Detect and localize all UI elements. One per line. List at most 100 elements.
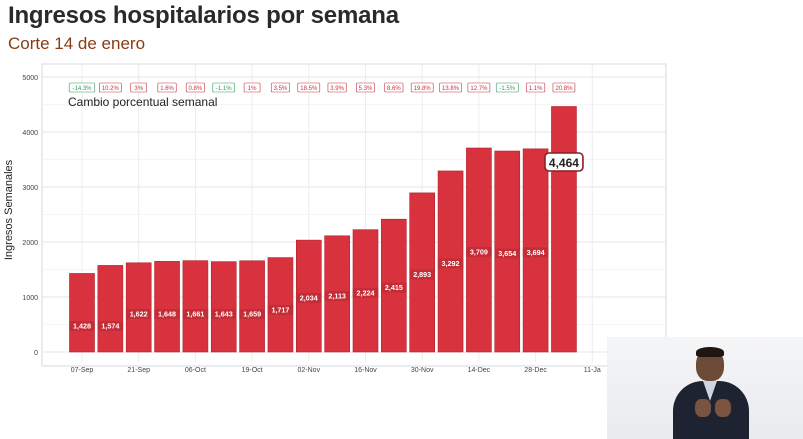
interpreter-hand-right <box>715 399 731 417</box>
pct-change-label: Cambio porcentual semanal <box>68 95 217 109</box>
x-tick-label: 16-Nov <box>354 367 377 374</box>
pct-change-box <box>355 82 375 93</box>
pct-change-value: 0.8% <box>189 86 203 92</box>
pct-change-value: 5.3% <box>359 86 373 92</box>
pct-change-box <box>212 82 236 93</box>
value-label: 3,292 <box>442 259 460 268</box>
pct-change-box <box>410 82 434 93</box>
value-label: 1,574 <box>101 322 119 331</box>
pct-change-box <box>467 82 491 93</box>
y-tick-label: 3000 <box>22 185 38 192</box>
pct-change-box <box>130 82 147 93</box>
y-axis: 0 1000 2000 3000 4000 5000 <box>22 75 38 357</box>
pct-change-value: 18.5% <box>300 86 318 92</box>
bar-chart: 0 1000 2000 3000 4000 5000 07-Sep 21-Sep 06-Oct… <box>3 63 667 374</box>
bar <box>69 273 95 353</box>
x-tick-label: 19-Oct <box>242 367 263 374</box>
value-label-box <box>211 309 237 319</box>
y-tick-label: 1000 <box>22 295 38 302</box>
bar <box>210 261 237 353</box>
value-label: 2,034 <box>300 294 318 303</box>
y-tick-label: 5000 <box>22 75 38 82</box>
pct-change-box <box>185 82 205 93</box>
bar <box>154 261 180 353</box>
value-labels: 1,428 1,574 1,622 1,648 1,661 1,643 1,659 1,717… <box>69 247 549 331</box>
pct-change-value: 1.1% <box>529 86 543 92</box>
value-label-box <box>466 247 492 258</box>
pct-change-box <box>270 82 290 93</box>
x-axis: 07-Sep 21-Sep 06-Oct 19-Oct 02-Nov 16-Nov 30-N… <box>71 367 601 374</box>
bar <box>97 265 124 353</box>
bar <box>551 106 577 353</box>
pct-change-value: -1.1% <box>216 86 232 92</box>
highlight-value: 4,464 <box>549 156 579 170</box>
value-label-box <box>182 309 209 319</box>
value-label-box <box>239 309 265 319</box>
x-tick-label: 28-Dec <box>524 367 547 374</box>
bar <box>239 260 265 353</box>
x-tick-label: 02-Nov <box>298 367 321 374</box>
pct-change-value: 1.6% <box>160 86 174 92</box>
pct-change-box <box>243 82 261 93</box>
value-label-box <box>352 287 379 298</box>
page-title: Ingresos hospitalarios por semana <box>8 2 399 29</box>
value-label-box <box>267 305 294 315</box>
pct-change-value: 10.2% <box>102 86 120 92</box>
y-tick-label: 2000 <box>22 240 38 247</box>
value-label-box <box>522 247 549 258</box>
pct-change-box <box>297 82 321 93</box>
x-tick-label: 06-Oct <box>185 367 206 374</box>
pct-change-box <box>68 82 96 93</box>
pct-change-value: 3% <box>134 86 143 92</box>
value-label: 2,893 <box>413 270 431 279</box>
value-label-box <box>69 321 95 331</box>
pct-change-box <box>552 82 576 93</box>
value-label-box <box>409 269 435 280</box>
pct-change-box <box>157 82 177 93</box>
value-label-box <box>125 309 152 319</box>
y-tick-label: 0 <box>34 350 38 357</box>
value-label: 1,661 <box>186 310 204 319</box>
x-tick-label: 11-Ja <box>584 367 601 374</box>
pct-change-value: 3.5% <box>274 86 288 92</box>
interpreter-hair <box>696 347 724 357</box>
x-tick-label: 21-Sep <box>127 367 150 374</box>
pct-change-box <box>439 82 462 93</box>
pct-change-value: 8.6% <box>387 86 401 92</box>
value-label-box <box>494 248 520 259</box>
pct-change-box <box>495 82 519 93</box>
value-label-box <box>296 293 322 304</box>
pct-change-box <box>99 82 122 93</box>
bar <box>267 257 294 353</box>
pct-change-value: 12.7% <box>470 86 488 92</box>
value-label: 1,648 <box>158 310 176 319</box>
pct-change-value: 1% <box>248 86 257 92</box>
bar <box>125 262 152 353</box>
pct-change-value: 19.8% <box>414 86 432 92</box>
value-label: 1,717 <box>271 306 289 315</box>
value-label: 1,622 <box>130 310 148 319</box>
page-subtitle: Corte 14 de enero <box>8 34 146 53</box>
value-label: 2,224 <box>357 288 375 297</box>
pct-change-value: 13.8% <box>442 86 460 92</box>
pct-change-row: -14.3% 10.2% 3% 1.6% 0.8% -1.1% 1% 3.5% 18.5% 3.9… <box>68 82 576 93</box>
pct-change-value: 20.8% <box>555 86 573 92</box>
pct-change-box <box>327 82 347 93</box>
value-label: 3,654 <box>498 249 516 258</box>
value-label: 3,694 <box>527 248 545 257</box>
value-label: 3,709 <box>470 248 488 257</box>
interpreter-hand-left <box>695 399 711 417</box>
value-label: 2,113 <box>328 291 346 300</box>
sign-language-interpreter-video <box>607 337 803 439</box>
highlight-callout: 4,464 <box>544 152 584 172</box>
pct-change-value: 3.9% <box>330 86 344 92</box>
pct-change-value: -1.5% <box>499 86 515 92</box>
y-tick-label: 4000 <box>22 130 38 137</box>
pct-change-box <box>526 82 546 93</box>
value-label-box <box>324 290 350 301</box>
y-axis-label: Ingresos Semanales <box>3 159 15 260</box>
x-tick-label: 30-Nov <box>411 367 434 374</box>
value-label: 1,643 <box>215 310 233 319</box>
x-tick-label: 07-Sep <box>71 367 94 374</box>
bar <box>182 260 209 353</box>
